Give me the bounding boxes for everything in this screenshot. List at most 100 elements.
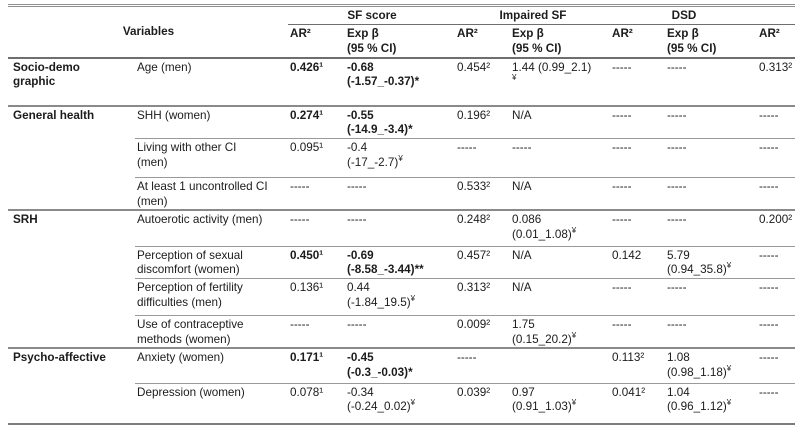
cell-imp-ar2: 0.313² xyxy=(455,278,510,316)
cell-extra-ar2: ----- xyxy=(757,315,795,349)
cell-sf-ar2: 0.078¹ xyxy=(288,382,345,425)
cell-imp-expb: 1.75 (0.15_20.2)¥ xyxy=(510,315,610,349)
cell-sf-ar2: 0.426¹ xyxy=(290,60,324,74)
cell-dsd-expb: ----- xyxy=(667,60,687,74)
variable-cell: Anxiety (women) xyxy=(135,347,288,384)
cell-extra-ar2: 0.313² xyxy=(759,60,793,74)
cell-sf-ar2: 0.274¹ xyxy=(288,104,345,139)
col-header-sf-expb: Exp β (95 % CI) xyxy=(345,24,455,59)
cell-sf-ar2: 0.450¹ xyxy=(288,245,345,279)
cell-imp-expb: 0.086 (0.01_1.08)¥ xyxy=(510,209,610,247)
variable-cell: Perception of fertility difficulties (me… xyxy=(135,278,288,316)
cell-sf-expb: 0.44 (-1.84_19.5)¥ xyxy=(345,278,455,316)
table-row-age: Socio-demo graphic Age (men) 0.426¹ -0.6… xyxy=(8,58,795,106)
cell-sf-expb: ----- xyxy=(345,209,455,247)
cell-dsd-expb: ----- xyxy=(665,315,757,349)
table-row-autoerotic: SRH Autoerotic activity (men) ----- ----… xyxy=(8,209,795,349)
group-header-extra xyxy=(757,5,795,25)
table-row-living-ci: Living with other CI (men) 0.095¹ -0.4 (… xyxy=(8,138,795,178)
variables-header: Variables xyxy=(8,5,288,59)
cell-imp-expb: N/A xyxy=(510,245,610,279)
col-header-dsd-ar2: AR² xyxy=(610,24,665,59)
cell-dsd-ar2: 0.142 xyxy=(610,245,665,279)
group-header-impaired-sf: Impaired SF xyxy=(455,5,610,25)
cell-dsd-expb: ----- xyxy=(665,209,757,247)
cell-imp-expb: N/A xyxy=(510,278,610,316)
group-header-sf-score: SF score xyxy=(288,5,455,25)
cell-dsd-expb: 5.79 (0.94_35.8)¥ xyxy=(665,245,757,279)
cell-extra-ar2: ----- xyxy=(757,245,795,279)
table-row-depression: Depression (women) 0.078¹ -0.34 (-0.24_0… xyxy=(8,382,795,425)
cell-sf-expb: -0.55 (-14.9_-3.4)* xyxy=(345,104,455,139)
cell-sf-expb: -0.68 (-1.57_-0.37)* xyxy=(347,60,420,89)
cell-extra-ar2: ----- xyxy=(757,278,795,316)
cell-imp-ar2: 0.039² xyxy=(455,382,510,425)
cell-extra-ar2: ----- xyxy=(757,177,795,211)
cell-sf-expb: ----- xyxy=(345,177,455,211)
category-cell: Psycho-affective xyxy=(8,347,135,425)
cell-imp-ar2: 0.454² xyxy=(457,60,491,74)
cell-sf-expb: -0.69 (-8.58_-3.44)** xyxy=(345,245,455,279)
cell-imp-expb: 0.97 (0.91_1.03)¥ xyxy=(510,382,610,425)
cell-imp-ar2: ----- xyxy=(455,347,510,384)
group-header-row: Variables SF score Impaired SF DSD xyxy=(8,5,795,59)
category-cell: Socio-demo graphic xyxy=(13,60,80,89)
cell-dsd-expb: ----- xyxy=(665,278,757,316)
cell-imp-ar2: 0.457² xyxy=(455,245,510,279)
cell-dsd-expb: ----- xyxy=(665,104,757,139)
variable-cell: Age (men) xyxy=(137,60,192,74)
cell-sf-expb: -0.45 (-0.3_-0.03)* xyxy=(345,347,455,384)
cell-sf-ar2: ----- xyxy=(288,177,345,211)
cell-sf-ar2: 0.095¹ xyxy=(288,138,345,178)
variable-cell: Perception of sexual discomfort (women) xyxy=(135,245,288,279)
variable-cell: Use of contraceptive methods (women) xyxy=(135,315,288,349)
variable-cell: Depression (women) xyxy=(135,382,288,425)
cell-imp-ar2: 0.533² xyxy=(455,177,510,211)
cell-dsd-ar2: 0.041² xyxy=(610,382,665,425)
cell-sf-expb: -0.34 (-0.24_0.02)¥ xyxy=(345,382,455,425)
col-header-extra-ar2: AR² xyxy=(757,24,795,59)
group-header-dsd: DSD xyxy=(610,5,757,25)
cell-imp-ar2: 0.248² xyxy=(455,209,510,247)
cell-extra-ar2: ----- xyxy=(757,347,795,384)
cell-dsd-expb: 1.04 (0.96_1.12)¥ xyxy=(665,382,757,425)
cell-sf-ar2: ----- xyxy=(288,209,345,247)
table-row-uncontrolled-ci: At least 1 uncontrolled CI (men) ----- -… xyxy=(8,177,795,211)
cell-imp-expb: 1.44 (0.99_2.1) ¥ xyxy=(512,60,592,83)
cell-imp-ar2: 0.009² xyxy=(455,315,510,349)
column-header-row: AR² Exp β (95 % CI) AR² Exp β (95 % CI) … xyxy=(8,24,795,59)
variable-cell: Living with other CI (men) xyxy=(135,138,288,178)
cell-sf-ar2: ----- xyxy=(288,315,345,349)
table-row-anxiety: Psycho-affective Anxiety (women) 0.171¹ … xyxy=(8,347,795,425)
cell-imp-ar2: ----- xyxy=(455,138,510,178)
cell-sf-ar2: 0.136¹ xyxy=(288,278,345,316)
cell-extra-ar2: ----- xyxy=(757,382,795,425)
cell-dsd-ar2: ----- xyxy=(610,278,665,316)
cell-imp-expb: N/A xyxy=(510,104,610,139)
cell-dsd-ar2: 0.113² xyxy=(610,347,665,384)
cell-extra-ar2: ----- xyxy=(757,104,795,139)
cell-dsd-expb: ----- xyxy=(665,138,757,178)
cell-dsd-ar2: ----- xyxy=(610,177,665,211)
table-row-sexual-discomfort: Perception of sexual discomfort (women) … xyxy=(8,245,795,279)
cell-extra-ar2: 0.200² xyxy=(757,209,795,247)
cell-sf-ar2: 0.171¹ xyxy=(288,347,345,384)
col-header-dsd-expb: Exp β (95 % CI) xyxy=(665,24,757,59)
variable-cell: At least 1 uncontrolled CI (men) xyxy=(135,177,288,211)
cell-sf-expb: ----- xyxy=(345,315,455,349)
cell-dsd-ar2: ----- xyxy=(610,315,665,349)
col-header-sf-ar2: AR² xyxy=(288,24,345,59)
cell-sf-expb: -0.4 (-17_-2.7)¥ xyxy=(345,138,455,178)
cell-extra-ar2: ----- xyxy=(757,138,795,178)
cell-imp-expb xyxy=(510,347,610,384)
cell-dsd-ar2: ----- xyxy=(612,60,632,74)
table-row-contraceptive: Use of contraceptive methods (women) ---… xyxy=(8,315,795,349)
cell-imp-expb: ----- xyxy=(510,138,610,178)
table-row-shh: General health SHH (women) 0.274¹ -0.55 … xyxy=(8,104,795,211)
cell-dsd-ar2: ----- xyxy=(610,209,665,247)
results-table: Variables SF score Impaired SF DSD AR² E… xyxy=(8,4,795,426)
cell-imp-expb: N/A xyxy=(510,177,610,211)
table-row-fertility-difficulties: Perception of fertility difficulties (me… xyxy=(8,278,795,316)
cell-dsd-expb: ----- xyxy=(665,177,757,211)
col-header-imp-expb: Exp β (95 % CI) xyxy=(510,24,610,59)
